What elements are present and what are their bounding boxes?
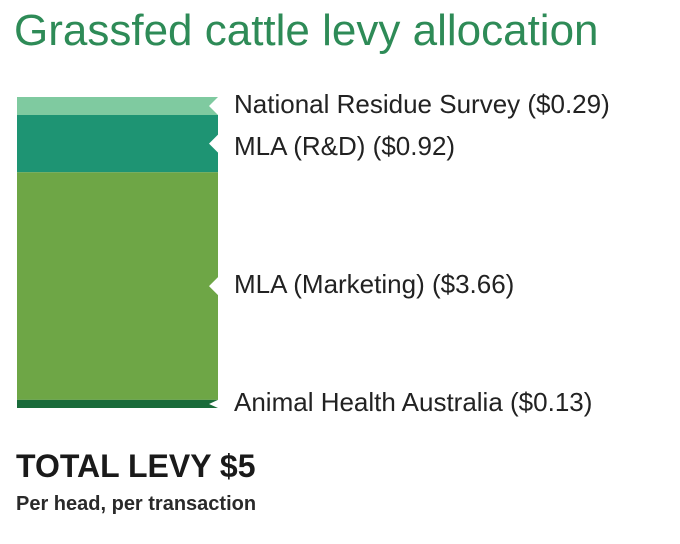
segment-label-1: MLA (R&D) ($0.92) [234,131,455,161]
segment-label-0: National Residue Survey ($0.29) [234,89,610,119]
total-subtitle: Per head, per transaction [16,493,257,515]
segment-label-2: MLA (Marketing) ($3.66) [234,269,514,299]
bar-segment-1 [17,115,218,173]
bar-segment-2 [17,172,218,400]
total-levy: TOTAL LEVY $5 [16,448,256,484]
bar-segment-3 [17,399,218,408]
segment-label-3: Animal Health Australia ($0.13) [234,387,592,417]
chart-title: Grassfed cattle levy allocation [14,6,599,55]
bar-segment-0 [17,97,218,116]
